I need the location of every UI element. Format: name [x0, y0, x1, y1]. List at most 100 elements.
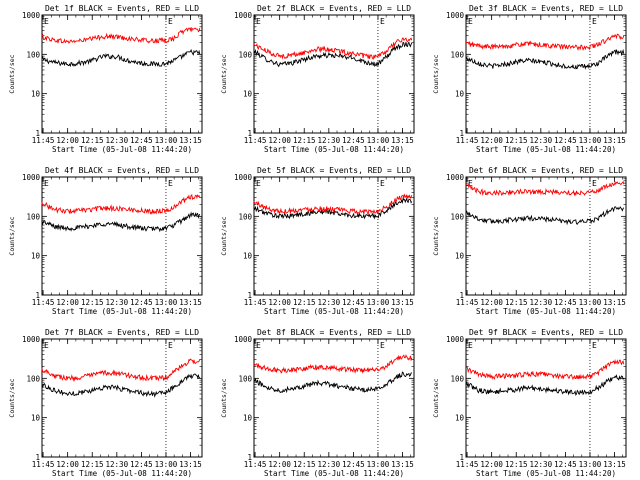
x-tick-label: 13:00 [367, 298, 390, 307]
x-tick-label: 12:15 [81, 298, 104, 307]
y-tick-label: 10 [243, 414, 253, 423]
y-tick-label: 10 [455, 414, 465, 423]
chart-title: Det 2f BLACK = Events, RED = LLD [257, 4, 411, 13]
event-marker-label: E [44, 17, 49, 26]
x-tick-label: 12:00 [268, 136, 291, 145]
y-tick-label: 100 [26, 374, 40, 383]
y-axis-label: Counts/sec [8, 378, 16, 417]
x-tick-label: 13:00 [579, 298, 602, 307]
x-tick-label: 13:15 [603, 298, 626, 307]
x-tick-label: 12:00 [56, 136, 79, 145]
y-tick-label: 1000 [234, 335, 253, 344]
event-marker-label: E [256, 179, 261, 188]
event-marker-label: E [592, 341, 597, 350]
y-axis-label: Counts/sec [432, 378, 440, 417]
event-marker-label: E [468, 179, 473, 188]
y-tick-label: 100 [26, 212, 40, 221]
chart-title: Det 4f BLACK = Events, RED = LLD [45, 166, 199, 175]
chart-panel-3: Det 3f BLACK = Events, RED = LLD 1 10 100 10… [432, 4, 627, 154]
chart-panel-7: Det 7f BLACK = Events, RED = LLD 1 10 100 10… [8, 328, 203, 478]
chart-panel-6: Det 6f BLACK = Events, RED = LLD 1 10 100 10… [432, 166, 627, 316]
x-tick-label: 12:15 [81, 136, 104, 145]
x-axis-label: Start Time (05-Jul-08 11:44:20) [264, 145, 404, 154]
x-tick-label: 12:15 [293, 136, 316, 145]
y-tick-label: 100 [450, 374, 464, 383]
plot-frame [465, 176, 627, 296]
y-tick-label: 1 [35, 453, 40, 462]
event-marker-label: E [468, 341, 473, 350]
x-tick-label: 12:00 [56, 460, 79, 469]
x-tick-label: 13:00 [579, 460, 602, 469]
chart-panel-9: Det 9f BLACK = Events, RED = LLD 1 10 100 10… [432, 328, 627, 478]
plot-frame [253, 338, 415, 458]
event-marker-label: E [592, 17, 597, 26]
event-marker-label: E [168, 179, 173, 188]
x-tick-label: 12:45 [342, 460, 365, 469]
x-tick-label: 13:15 [179, 136, 202, 145]
y-tick-label: 100 [450, 50, 464, 59]
series-line-events [465, 48, 625, 70]
x-tick-label: 12:45 [342, 136, 365, 145]
y-axis-label: Counts/sec [220, 216, 228, 255]
x-tick-label: 12:15 [293, 298, 316, 307]
series-line-events [41, 211, 201, 233]
x-tick-label: 13:15 [603, 136, 626, 145]
y-tick-label: 10 [455, 252, 465, 261]
y-tick-label: 100 [26, 50, 40, 59]
x-tick-label: 12:45 [130, 298, 153, 307]
series-line-lld [466, 358, 625, 381]
event-marker-label: E [44, 179, 49, 188]
y-tick-label: 10 [31, 90, 41, 99]
y-axis-label: Counts/sec [432, 54, 440, 93]
x-tick-label: 13:15 [179, 298, 202, 307]
y-tick-label: 1 [247, 129, 252, 138]
y-tick-label: 100 [238, 50, 252, 59]
x-tick-label: 11:45 [32, 136, 55, 145]
chart-panel-2: Det 2f BLACK = Events, RED = LLD 1 10 100 10… [220, 4, 415, 154]
y-axis-label: Counts/sec [8, 54, 16, 93]
x-axis-label: Start Time (05-Jul-08 11:44:20) [476, 469, 616, 478]
x-tick-label: 12:30 [106, 460, 129, 469]
x-tick-label: 12:15 [505, 298, 528, 307]
y-tick-label: 1000 [22, 335, 41, 344]
x-tick-label: 13:15 [391, 298, 414, 307]
x-tick-label: 12:00 [268, 460, 291, 469]
x-tick-label: 12:45 [342, 298, 365, 307]
series-line-lld [466, 33, 625, 52]
event-marker-label: E [44, 341, 49, 350]
plot-frame [465, 338, 627, 458]
x-tick-label: 12:30 [106, 298, 129, 307]
chart-title: Det 1f BLACK = Events, RED = LLD [45, 4, 199, 13]
series-line-events [466, 374, 625, 396]
series-line-lld [253, 354, 413, 374]
event-marker-label: E [256, 341, 261, 350]
x-tick-label: 12:00 [56, 298, 79, 307]
y-axis-label: Counts/sec [220, 378, 228, 417]
x-tick-label: 13:15 [391, 136, 414, 145]
series-line-lld [41, 27, 201, 44]
x-tick-label: 11:45 [244, 460, 267, 469]
series-line-events [253, 371, 413, 394]
series-line-events [41, 48, 201, 68]
x-tick-label: 13:00 [155, 298, 178, 307]
series-line-events [41, 373, 201, 398]
y-tick-label: 1000 [22, 11, 41, 20]
chart-panel-4: Det 4f BLACK = Events, RED = LLD 1 10 100 10… [8, 166, 203, 316]
x-tick-label: 13:15 [179, 460, 202, 469]
x-tick-label: 12:30 [318, 298, 341, 307]
x-tick-label: 12:45 [554, 136, 577, 145]
x-tick-label: 12:45 [130, 136, 153, 145]
y-tick-label: 1 [35, 129, 40, 138]
chart-panel-5: Det 5f BLACK = Events, RED = LLD 1 10 100 10… [220, 166, 415, 316]
x-tick-label: 12:15 [505, 460, 528, 469]
event-marker-label: E [168, 341, 173, 350]
x-tick-label: 12:15 [81, 460, 104, 469]
series-line-events [465, 206, 625, 226]
y-tick-label: 1 [459, 453, 464, 462]
x-tick-label: 12:15 [293, 460, 316, 469]
series-line-lld [465, 180, 625, 197]
x-tick-label: 13:15 [603, 460, 626, 469]
x-tick-label: 13:00 [367, 460, 390, 469]
y-tick-label: 1000 [446, 11, 465, 20]
